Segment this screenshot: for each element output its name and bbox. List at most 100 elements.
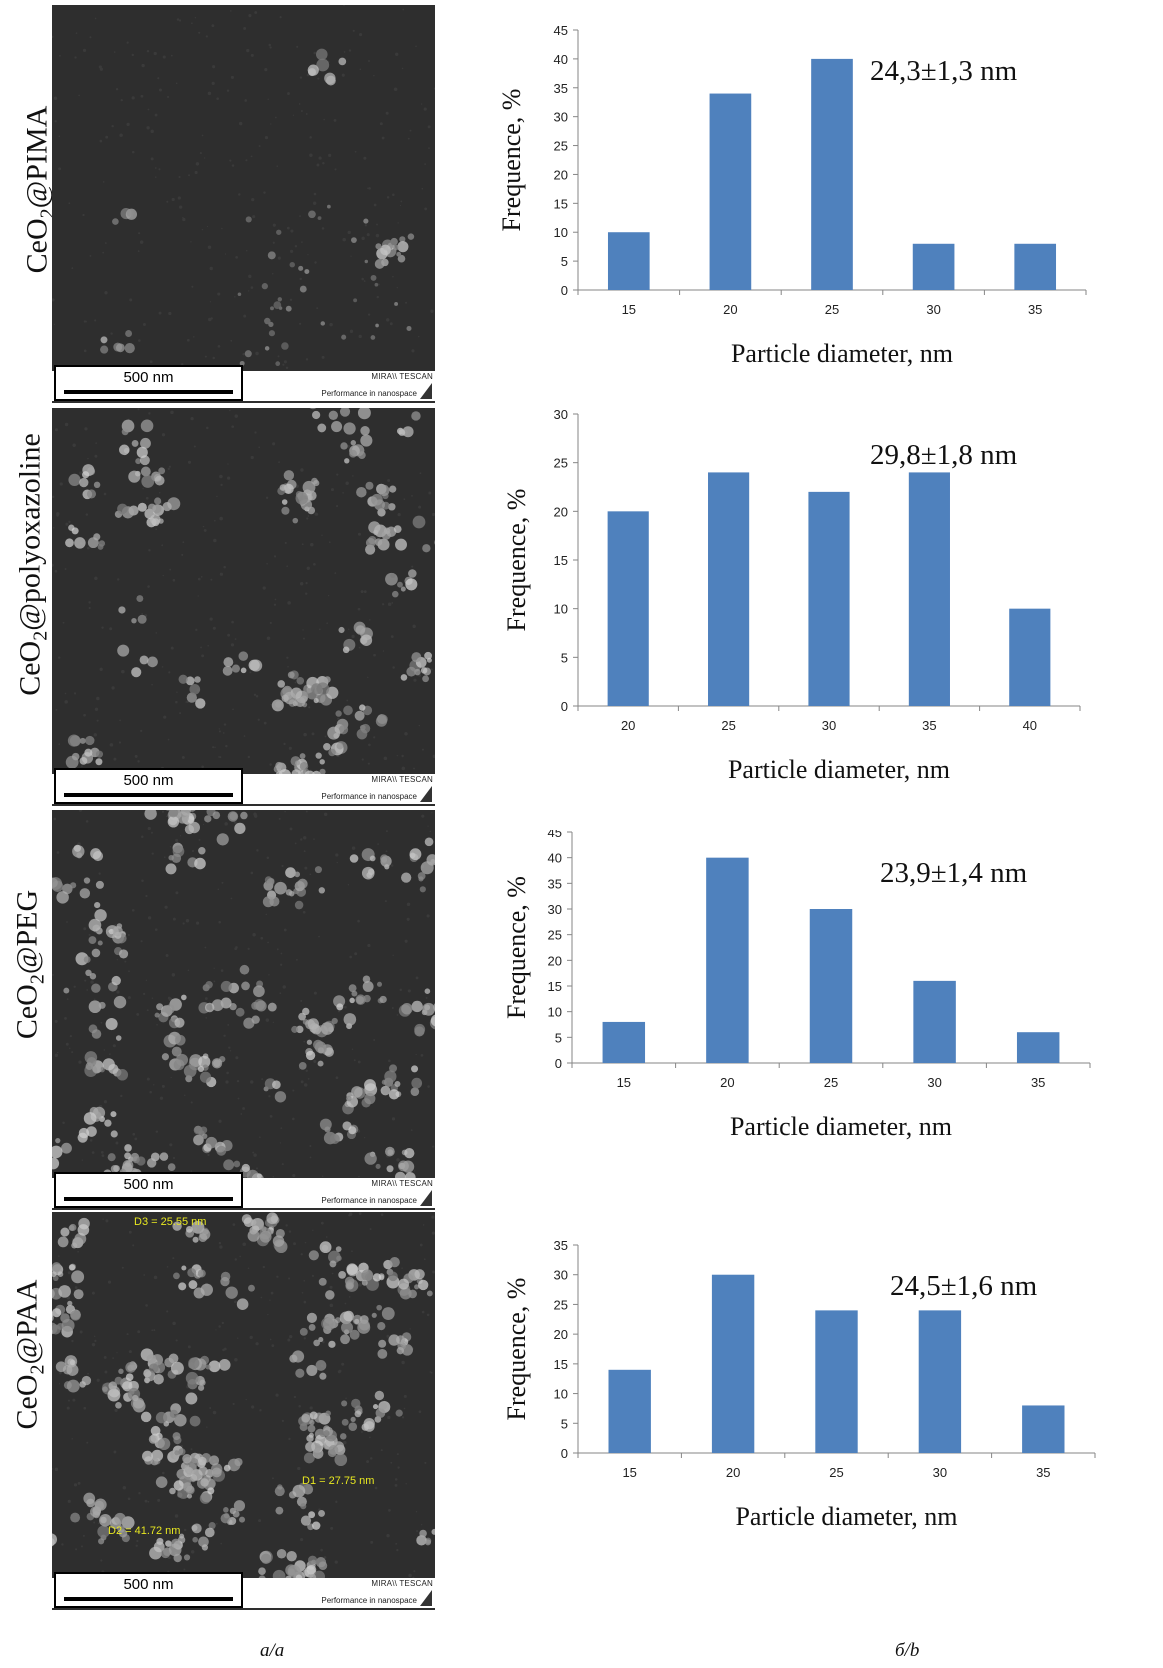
- x-tick-label: 35: [1036, 1465, 1050, 1480]
- y-tick-label: 40: [554, 52, 568, 67]
- y-axis-label: Frequence, %: [502, 1278, 531, 1421]
- y-tick-label: 0: [561, 1446, 568, 1461]
- bar-20: [709, 93, 752, 290]
- tescan-logo-icon: [420, 383, 432, 399]
- y-tick-label: 5: [555, 1030, 562, 1045]
- y-tick-label: 10: [548, 1005, 562, 1020]
- y-tick-label: 30: [548, 902, 562, 917]
- x-tick-label: 30: [933, 1465, 947, 1480]
- y-tick-label: 40: [548, 851, 562, 866]
- x-tick-label: 25: [825, 302, 839, 317]
- row-label-polyoxazoline: CeO2@polyoxazoline: [13, 433, 52, 696]
- y-tick-label: 20: [554, 1327, 568, 1342]
- instrument-label: MIRA\\ TESCAN: [371, 372, 433, 381]
- x-axis-label: Particle diameter, nm: [730, 1112, 952, 1141]
- y-axis-label: Frequence, %: [502, 876, 531, 1019]
- tescan-logo-icon: [420, 786, 432, 802]
- brand-tagline: Performance in nanospace: [321, 389, 417, 398]
- y-tick-label: 45: [554, 23, 568, 38]
- tescan-logo-icon: [420, 1590, 432, 1606]
- bar-20: [607, 511, 649, 706]
- sem-micrograph: [52, 408, 435, 774]
- y-axis-label: Frequence, %: [502, 489, 531, 632]
- x-tick-label: 25: [824, 1075, 838, 1090]
- y-tick-label: 0: [555, 1056, 562, 1071]
- row-label-paa: CeO2@PAA: [10, 1279, 49, 1430]
- y-tick-label: 35: [554, 1238, 568, 1253]
- bar-30: [912, 243, 955, 290]
- x-tick-label: 15: [622, 1465, 636, 1480]
- y-tick-label: 20: [554, 167, 568, 182]
- caption-a: a/a: [260, 1640, 285, 1661]
- measurement-d2: D2 = 41.72 nm: [108, 1525, 181, 1537]
- bar-15: [602, 1021, 646, 1063]
- instrument-label: MIRA\\ TESCAN: [371, 775, 433, 784]
- y-tick-label: 10: [554, 1387, 568, 1402]
- histogram-paa: 0 5 10 15 20 25 30 35 15 20 25 30 35 24,5±1,6 nm Parti…: [502, 1238, 1096, 1531]
- x-tick-label: 20: [621, 718, 635, 733]
- bar-15: [607, 232, 650, 290]
- y-tick-label: 35: [554, 81, 568, 96]
- caption-b: б/b: [895, 1640, 920, 1661]
- sem-micrograph: [52, 1212, 435, 1578]
- histogram-pima: 0 5 10 15 20 25 30 35 40 45 15 20 25 30 35 24,3±1,3 nm P…: [500, 23, 1087, 368]
- bar-25: [811, 58, 853, 291]
- sem-image-pima: 500 nm MIRA\\ TESCAN Performance in nano…: [52, 5, 435, 403]
- scale-bar: 500 nm: [54, 1172, 243, 1208]
- sem-image-peg: 500 nm MIRA\\ TESCAN Performance in nano…: [52, 810, 435, 1210]
- x-tick-label: 30: [822, 718, 836, 733]
- y-tick-label: 45: [548, 830, 562, 840]
- sem-image-polyoxazoline: 500 nm MIRA\\ TESCAN Performance in nano…: [52, 408, 435, 806]
- y-tick-label: 5: [561, 1416, 568, 1431]
- y-axis-label: Frequence, %: [500, 89, 526, 232]
- y-tick-label: 0: [561, 699, 568, 714]
- y-tick-label: 20: [548, 953, 562, 968]
- y-tick-label: 15: [554, 1357, 568, 1372]
- bar-35: [1014, 243, 1057, 290]
- mean-size-annotation: 29,8±1,8 nm: [870, 439, 1018, 471]
- y-tick-label: 10: [554, 225, 568, 240]
- x-axis-label: Particle diameter, nm: [728, 755, 950, 784]
- x-tick-label: 25: [721, 718, 735, 733]
- y-tick-label: 25: [548, 928, 562, 943]
- x-tick-label: 25: [829, 1465, 843, 1480]
- row-label-peg: CeO2@PEG: [10, 889, 49, 1040]
- y-tick-label: 15: [554, 196, 568, 211]
- tescan-logo-icon: [420, 1190, 432, 1206]
- bar-25: [809, 909, 853, 1063]
- y-tick-label: 0: [561, 283, 568, 298]
- y-tick-label: 25: [554, 1297, 568, 1312]
- scale-bar: 500 nm: [54, 1572, 243, 1608]
- y-tick-label: 35: [548, 876, 562, 891]
- x-tick-label: 40: [1023, 718, 1037, 733]
- sem-micrograph: [52, 810, 435, 1178]
- bar-20: [711, 1274, 755, 1453]
- x-tick-label: 35: [922, 718, 936, 733]
- instrument-label: MIRA\\ TESCAN: [371, 1179, 433, 1188]
- bar-35: [1022, 1405, 1065, 1453]
- histogram-polyoxazoline: 0 5 10 15 20 25 30 20 25 30 35 40 29,8±1,8 nm Particl…: [502, 408, 1081, 784]
- bar-30: [808, 491, 850, 706]
- brand-tagline: Performance in nanospace: [321, 1196, 417, 1205]
- bar-25: [815, 1310, 858, 1453]
- x-tick-label: 30: [926, 302, 940, 317]
- x-tick-label: 20: [723, 302, 737, 317]
- y-tick-label: 15: [548, 979, 562, 994]
- mean-size-annotation: 24,3±1,3 nm: [870, 55, 1018, 87]
- bar-30: [918, 1310, 962, 1453]
- y-tick-label: 25: [554, 139, 568, 154]
- y-tick-label: 15: [554, 553, 568, 568]
- y-tick-label: 30: [554, 408, 568, 422]
- sem-micrograph: [52, 5, 435, 371]
- y-tick-label: 25: [554, 456, 568, 471]
- x-tick-label: 15: [622, 302, 636, 317]
- histogram-peg: 0 5 10 15 20 25 30 35 40 45 15 20 25 30 35 23,9±1,4 nm P…: [502, 830, 1091, 1141]
- mean-size-annotation: 23,9±1,4 nm: [880, 857, 1028, 889]
- measurement-d1: D1 = 27.75 nm: [302, 1475, 375, 1487]
- y-tick-label: 10: [554, 602, 568, 617]
- brand-tagline: Performance in nanospace: [321, 792, 417, 801]
- y-tick-label: 5: [561, 650, 568, 665]
- y-tick-label: 5: [561, 254, 568, 269]
- y-tick-label: 30: [554, 110, 568, 125]
- bar-20: [706, 857, 749, 1063]
